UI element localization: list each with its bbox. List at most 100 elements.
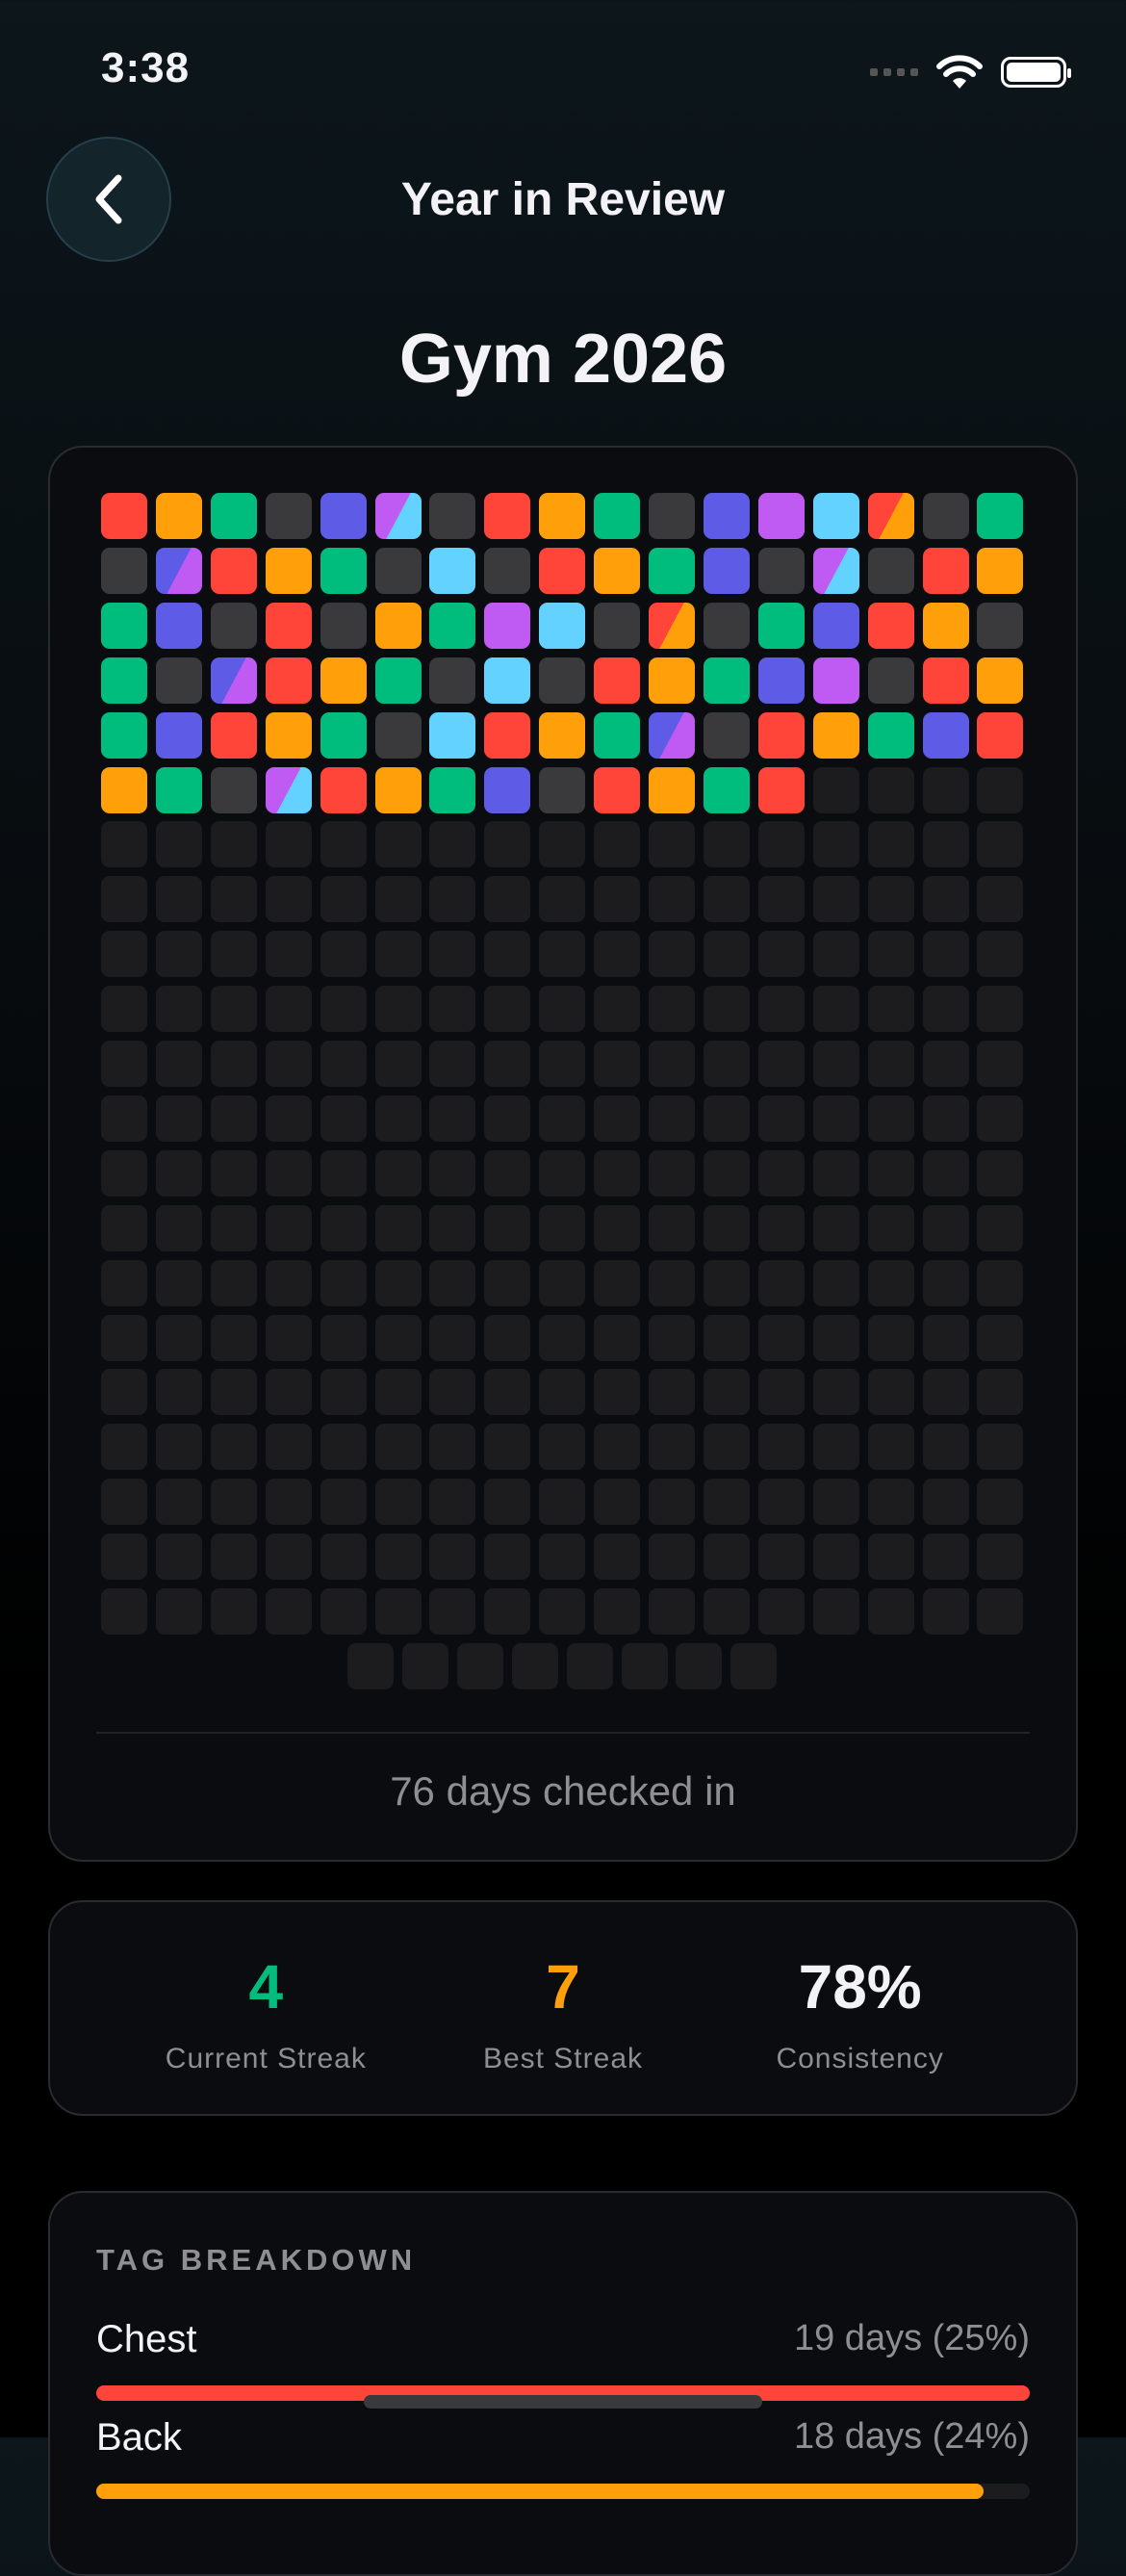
day-cell-empty[interactable] bbox=[539, 1588, 586, 1635]
day-cell-empty[interactable] bbox=[649, 1588, 695, 1635]
day-cell-empty[interactable] bbox=[812, 1588, 859, 1635]
day-cell-empty[interactable] bbox=[977, 1369, 1024, 1416]
day-cell-empty[interactable] bbox=[210, 1369, 257, 1416]
day-cell-checked[interactable] bbox=[210, 547, 257, 594]
day-cell-empty[interactable] bbox=[210, 1041, 257, 1087]
day-cell-empty[interactable] bbox=[594, 1314, 641, 1361]
day-cell-empty[interactable] bbox=[265, 1259, 312, 1306]
day-cell-empty[interactable] bbox=[649, 1259, 695, 1306]
day-cell-missed[interactable] bbox=[649, 493, 695, 539]
day-cell-empty[interactable] bbox=[155, 1314, 202, 1361]
day-cell-empty[interactable] bbox=[703, 1095, 750, 1142]
day-cell-empty[interactable] bbox=[922, 1041, 969, 1087]
day-cell-empty[interactable] bbox=[320, 986, 367, 1033]
day-cell-empty[interactable] bbox=[429, 876, 476, 923]
day-cell-missed[interactable] bbox=[703, 711, 750, 759]
day-cell-empty[interactable] bbox=[101, 1424, 147, 1471]
day-cell-empty[interactable] bbox=[320, 1314, 367, 1361]
day-cell-empty[interactable] bbox=[374, 1041, 422, 1087]
day-cell-empty[interactable] bbox=[374, 1149, 422, 1197]
day-cell-empty[interactable] bbox=[977, 1533, 1024, 1581]
day-cell-empty[interactable] bbox=[374, 876, 422, 923]
day-cell-empty[interactable] bbox=[210, 1149, 257, 1197]
day-cell-empty[interactable] bbox=[155, 1041, 202, 1087]
day-cell-empty[interactable] bbox=[320, 1479, 367, 1526]
day-cell-checked[interactable] bbox=[155, 602, 202, 649]
day-cell-empty[interactable] bbox=[649, 1533, 695, 1581]
day-cell-empty[interactable] bbox=[484, 1204, 531, 1251]
day-cell-empty[interactable] bbox=[429, 986, 476, 1033]
day-cell-empty[interactable] bbox=[649, 1314, 695, 1361]
day-cell-empty[interactable] bbox=[374, 821, 422, 868]
day-cell-empty[interactable] bbox=[757, 1259, 805, 1306]
day-cell-empty[interactable] bbox=[539, 1369, 586, 1416]
day-cell-checked[interactable] bbox=[922, 547, 969, 594]
day-cell-empty[interactable] bbox=[703, 1259, 750, 1306]
day-cell-checked[interactable] bbox=[703, 493, 750, 539]
day-cell-empty[interactable] bbox=[977, 1204, 1024, 1251]
day-cell-missed[interactable] bbox=[922, 493, 969, 539]
day-cell-empty[interactable] bbox=[101, 1479, 147, 1526]
day-cell-checked[interactable] bbox=[484, 711, 531, 759]
day-cell-empty[interactable] bbox=[210, 1424, 257, 1471]
day-cell-empty[interactable] bbox=[594, 876, 641, 923]
day-cell-checked[interactable] bbox=[977, 493, 1024, 539]
day-cell-checked[interactable] bbox=[649, 547, 695, 594]
day-cell-checked[interactable] bbox=[812, 657, 859, 704]
day-cell-empty[interactable] bbox=[649, 1095, 695, 1142]
day-cell-empty[interactable] bbox=[320, 1588, 367, 1635]
day-cell-empty[interactable] bbox=[210, 821, 257, 868]
day-cell-checked[interactable] bbox=[320, 657, 367, 704]
day-cell-empty[interactable] bbox=[155, 1479, 202, 1526]
day-cell-missed[interactable] bbox=[429, 493, 476, 539]
day-cell-empty[interactable] bbox=[594, 931, 641, 978]
day-cell-missed[interactable] bbox=[867, 547, 914, 594]
day-cell-checked[interactable] bbox=[101, 602, 147, 649]
day-cell-checked[interactable] bbox=[374, 766, 422, 813]
day-cell-checked[interactable] bbox=[265, 657, 312, 704]
day-cell-empty[interactable] bbox=[374, 1588, 422, 1635]
day-cell-empty[interactable] bbox=[210, 1259, 257, 1306]
day-cell-checked[interactable] bbox=[649, 657, 695, 704]
day-cell-empty[interactable] bbox=[977, 931, 1024, 978]
day-cell-empty[interactable] bbox=[210, 876, 257, 923]
day-cell-checked[interactable] bbox=[101, 657, 147, 704]
day-cell-checked[interactable] bbox=[649, 766, 695, 813]
day-cell-empty[interactable] bbox=[155, 1588, 202, 1635]
day-cell-empty[interactable] bbox=[757, 986, 805, 1033]
day-cell-empty[interactable] bbox=[621, 1642, 668, 1689]
day-cell-empty[interactable] bbox=[101, 1041, 147, 1087]
day-cell-empty[interactable] bbox=[757, 876, 805, 923]
day-cell-empty[interactable] bbox=[867, 821, 914, 868]
day-cell-empty[interactable] bbox=[539, 986, 586, 1033]
day-cell-empty[interactable] bbox=[374, 1533, 422, 1581]
day-cell-empty[interactable] bbox=[210, 1533, 257, 1581]
day-cell-empty[interactable] bbox=[867, 1369, 914, 1416]
day-cell-checked[interactable] bbox=[594, 657, 641, 704]
day-cell-empty[interactable] bbox=[539, 1041, 586, 1087]
day-cell-checked[interactable] bbox=[703, 547, 750, 594]
day-cell-empty[interactable] bbox=[101, 1259, 147, 1306]
day-cell-empty[interactable] bbox=[649, 1479, 695, 1526]
day-cell-empty[interactable] bbox=[484, 931, 531, 978]
day-cell-empty[interactable] bbox=[320, 1533, 367, 1581]
day-cell-empty[interactable] bbox=[812, 1479, 859, 1526]
day-cell-empty[interactable] bbox=[429, 1095, 476, 1142]
day-cell-empty[interactable] bbox=[265, 1314, 312, 1361]
day-cell-empty[interactable] bbox=[101, 1369, 147, 1416]
day-cell-empty[interactable] bbox=[320, 1369, 367, 1416]
day-cell-empty[interactable] bbox=[429, 1369, 476, 1416]
day-cell-empty[interactable] bbox=[703, 1369, 750, 1416]
day-cell-empty[interactable] bbox=[484, 1424, 531, 1471]
day-cell-checked[interactable] bbox=[320, 493, 367, 539]
day-cell-empty[interactable] bbox=[265, 1588, 312, 1635]
day-cell-empty[interactable] bbox=[812, 1149, 859, 1197]
day-cell-empty[interactable] bbox=[101, 821, 147, 868]
day-cell-empty[interactable] bbox=[484, 986, 531, 1033]
day-cell-empty[interactable] bbox=[867, 1533, 914, 1581]
day-cell-empty[interactable] bbox=[210, 986, 257, 1033]
day-cell-empty[interactable] bbox=[484, 1041, 531, 1087]
day-cell-empty[interactable] bbox=[703, 1479, 750, 1526]
day-cell-checked[interactable] bbox=[101, 711, 147, 759]
day-cell-empty[interactable] bbox=[210, 931, 257, 978]
